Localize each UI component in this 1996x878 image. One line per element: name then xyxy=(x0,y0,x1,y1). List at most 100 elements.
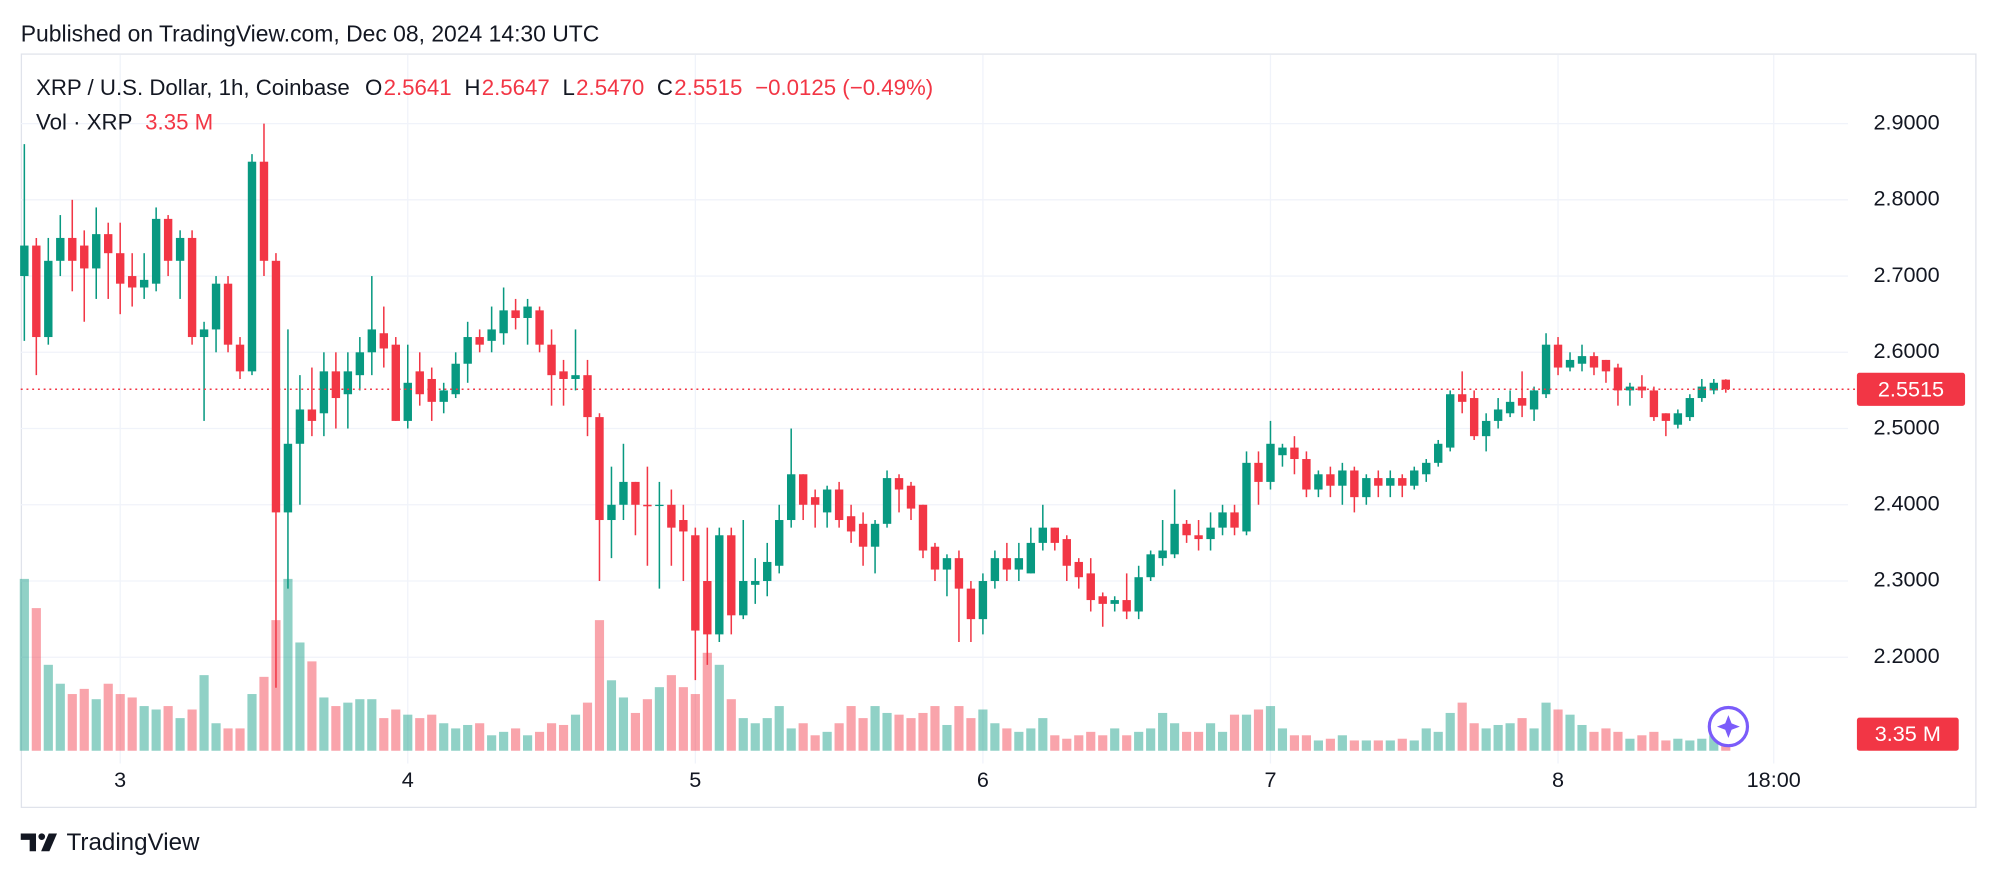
ohlc-key: C xyxy=(657,75,673,100)
candle-body xyxy=(1014,558,1024,570)
candle-body xyxy=(487,329,496,341)
candle-body xyxy=(475,337,484,345)
candle-body xyxy=(1601,359,1611,372)
candle-body xyxy=(930,546,940,570)
candle-body xyxy=(80,245,89,269)
candle-body xyxy=(319,371,329,414)
ohlc-key: O xyxy=(365,75,382,100)
x-tick-label: 8 xyxy=(1552,767,1564,792)
candle-body xyxy=(1649,390,1659,418)
volume-bar xyxy=(1193,731,1204,751)
last-price-badge xyxy=(1856,372,1966,406)
volume-bar xyxy=(1601,728,1611,751)
candle-body xyxy=(535,310,544,345)
candle-body xyxy=(1290,447,1299,460)
volume-bar xyxy=(714,664,724,751)
candle-body xyxy=(966,588,976,620)
volume-bar xyxy=(630,712,641,751)
volume-bar xyxy=(1110,728,1120,751)
volume-bar xyxy=(67,694,77,751)
volume-bar xyxy=(307,661,317,751)
volume-bar xyxy=(1721,744,1731,751)
volume-bar xyxy=(858,718,868,751)
volume-bar xyxy=(1457,702,1467,751)
volume-bar xyxy=(762,718,772,751)
volume-bar xyxy=(511,728,521,751)
volume-bar xyxy=(175,718,185,751)
brand-logo[interactable]: TradingView xyxy=(20,829,200,856)
candle-body xyxy=(775,520,784,566)
candle-body xyxy=(104,234,113,254)
volume-bar xyxy=(870,706,880,751)
volume-bar xyxy=(1014,731,1024,751)
candle-body xyxy=(1134,577,1143,612)
candle-body xyxy=(918,504,928,551)
candle-body xyxy=(739,581,748,616)
volume-bar xyxy=(91,699,101,751)
volume-bar xyxy=(355,699,365,751)
candle-body xyxy=(559,371,568,379)
y-tick-label: 2.4000 xyxy=(1873,490,1939,515)
volume-bar xyxy=(1205,723,1216,751)
volume-bar xyxy=(499,731,509,751)
candle-body xyxy=(355,352,365,376)
candle-body xyxy=(978,581,988,620)
candle-body xyxy=(571,375,580,379)
volume-bar xyxy=(774,706,784,751)
volume-bar xyxy=(259,676,269,751)
candle-body xyxy=(1278,447,1287,456)
volume-bar xyxy=(1385,740,1395,751)
candle-body xyxy=(1362,478,1371,498)
candle-body xyxy=(307,409,317,421)
volume-bar xyxy=(942,724,952,751)
candle-body xyxy=(1721,379,1730,390)
candle-body xyxy=(607,504,616,521)
volume-bar xyxy=(1541,702,1551,751)
candle-body xyxy=(1613,367,1623,391)
volume-bar xyxy=(810,735,820,751)
candle-body xyxy=(44,260,53,338)
volume-bar xyxy=(906,718,916,751)
volume-bar xyxy=(523,735,533,751)
candle-body xyxy=(822,489,832,513)
candle-body xyxy=(523,306,532,318)
volume-bar xyxy=(151,709,161,751)
volume-bar xyxy=(738,718,748,751)
candle-body xyxy=(235,344,245,372)
candle-body xyxy=(175,237,185,261)
candle-body xyxy=(199,329,209,338)
ohlc-value: 2.5470 xyxy=(576,75,644,100)
candle-body xyxy=(1697,386,1707,399)
candle-body xyxy=(1338,470,1347,486)
volume-bar xyxy=(427,714,437,751)
volume-bar xyxy=(463,724,473,751)
volume-bar xyxy=(1086,731,1096,751)
candle-body xyxy=(1146,554,1155,578)
x-tick-label: 4 xyxy=(402,767,414,792)
volume-bar xyxy=(1505,723,1515,751)
candle-body xyxy=(283,443,293,513)
alert-icon[interactable] xyxy=(1707,705,1750,748)
volume-bar xyxy=(1146,728,1156,751)
y-tick-label: 2.2000 xyxy=(1873,643,1939,668)
candle-body xyxy=(259,161,269,261)
volume-bar xyxy=(1325,738,1335,751)
logo-t xyxy=(20,833,37,852)
volume-bar xyxy=(690,694,700,751)
candle-body xyxy=(451,363,460,395)
volume-bar xyxy=(295,642,305,751)
volume-bar xyxy=(1253,709,1264,751)
volume-bar xyxy=(1170,723,1180,751)
volume-bar xyxy=(954,706,964,751)
volume-bar xyxy=(654,687,664,751)
candle-body xyxy=(1446,394,1455,448)
candle-body xyxy=(1685,398,1695,418)
volume-bar xyxy=(331,706,341,751)
volume-bar xyxy=(19,578,29,751)
volume-bar xyxy=(1529,728,1539,751)
last-price-label: 2.5515 xyxy=(1878,376,1944,401)
y-tick-label: 2.6000 xyxy=(1873,338,1939,363)
volume-bar xyxy=(1481,728,1491,751)
candle-body xyxy=(92,234,101,269)
